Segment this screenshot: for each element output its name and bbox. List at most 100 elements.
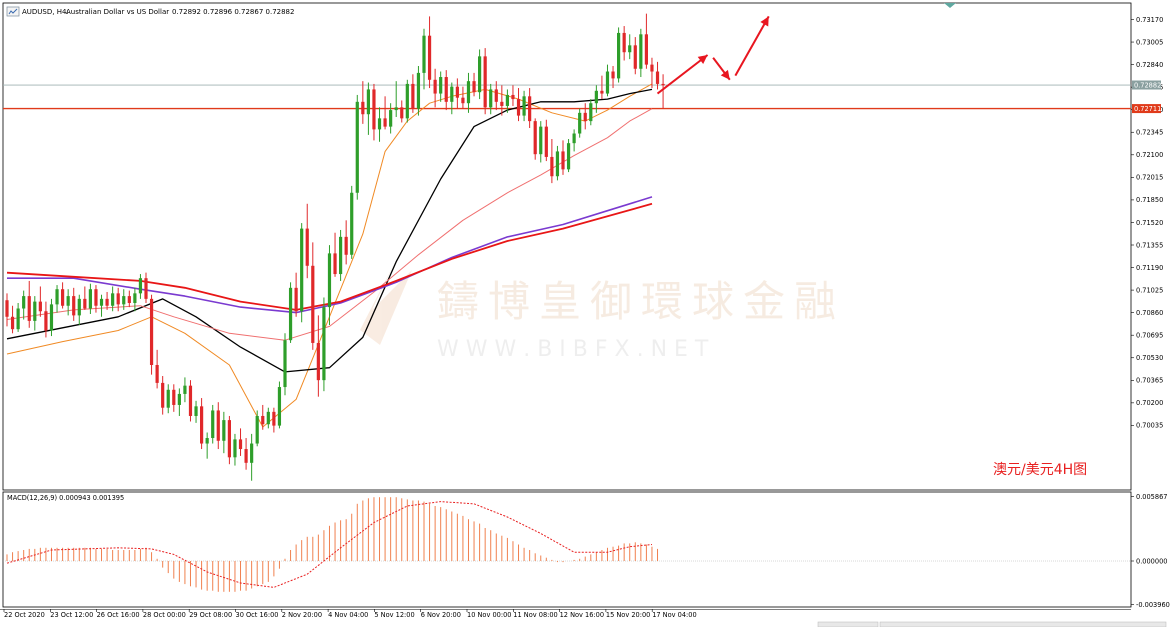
- arrow-head: [697, 54, 708, 65]
- candle-body: [650, 64, 654, 72]
- candle-body: [472, 81, 476, 93]
- macd-tick-label: -0.003960: [1136, 601, 1170, 609]
- price-tick-label: 0.72345: [1136, 129, 1163, 137]
- price-tick-label: 0.71190: [1136, 264, 1163, 272]
- candle: [533, 118, 537, 160]
- chart-annotation: 澳元/美元4H图: [993, 462, 1087, 478]
- candle-body: [661, 83, 665, 86]
- candle-body: [578, 112, 582, 134]
- level-price-tag: 0.72711: [1132, 104, 1161, 114]
- candle-body: [216, 410, 220, 441]
- candle-body: [600, 90, 604, 94]
- candle-body: [422, 35, 426, 73]
- time-axis: 22 Oct 2020 23 Oct 12:00 26 Oct 16:00 28 Oc…: [3, 609, 697, 619]
- candle-body: [266, 411, 270, 425]
- symbol-menu-icon[interactable]: [6, 6, 20, 17]
- candle-body: [238, 439, 243, 450]
- watermark: 鑄博皇御環球金融 W W W . B I B F X . N E T: [360, 262, 845, 362]
- candle-body: [250, 443, 254, 463]
- candle: [450, 82, 454, 115]
- candle-body: [450, 86, 454, 102]
- candle: [161, 376, 165, 415]
- candle: [439, 71, 443, 102]
- candle-body: [355, 101, 359, 193]
- candle-body: [105, 298, 109, 306]
- candle: [22, 290, 26, 320]
- macd-tick-label: 0.000000: [1136, 557, 1167, 565]
- candle: [644, 13, 648, 69]
- candle: [594, 85, 598, 113]
- ma-line-black: [6, 88, 653, 373]
- candle: [639, 28, 643, 78]
- candle-body: [466, 81, 471, 104]
- candle-body: [66, 296, 70, 306]
- candle: [333, 232, 337, 277]
- candle-body: [172, 389, 176, 405]
- candle-body: [544, 126, 548, 157]
- candle: [272, 407, 276, 433]
- candle: [72, 287, 76, 321]
- candle-body: [572, 133, 576, 144]
- candle-body: [411, 83, 415, 109]
- candle-body: [205, 438, 209, 444]
- candle: [77, 294, 81, 326]
- candle: [416, 66, 421, 116]
- candle-body: [350, 192, 354, 255]
- price-tick-label: 0.71025: [1136, 286, 1163, 294]
- candle: [300, 223, 304, 323]
- candle-body: [617, 32, 621, 79]
- time-tick-label: 23 Oct 12:00: [50, 611, 93, 619]
- candle: [266, 407, 270, 429]
- candle-body: [305, 228, 309, 266]
- candle-body: [322, 307, 326, 381]
- candle-body: [583, 112, 587, 122]
- candle-body: [127, 296, 131, 303]
- candle-body: [94, 289, 98, 306]
- candle-body: [511, 94, 515, 100]
- candle: [27, 280, 31, 328]
- horizontal-lines[interactable]: [3, 84, 1131, 110]
- candle: [572, 129, 576, 152]
- candle: [10, 305, 15, 334]
- candle-body: [377, 118, 382, 130]
- candle-body: [183, 385, 187, 394]
- chart-shift-marker-icon[interactable]: [944, 3, 956, 8]
- candle-body: [550, 156, 554, 177]
- candle: [5, 293, 9, 327]
- tab-scroll-left[interactable]: [817, 621, 879, 628]
- candle-body: [644, 34, 648, 65]
- candle-body: [33, 301, 37, 321]
- forecast-arrows[interactable]: [656, 15, 770, 95]
- candle: [322, 297, 326, 392]
- candle: [355, 94, 359, 200]
- time-tick-label: 26 Oct 16:00: [97, 611, 140, 619]
- horizontal-scrollbar[interactable]: [879, 621, 1167, 628]
- macd-signal-line: [6, 501, 653, 588]
- price-tick-label: 0.71355: [1136, 241, 1163, 249]
- candle: [244, 438, 248, 470]
- time-tick-label: 5 Nov 12:00: [374, 611, 414, 619]
- candle-body: [177, 393, 181, 405]
- candle: [111, 286, 115, 312]
- watermark-name: 鑄博皇御環球金融: [437, 277, 845, 326]
- candle-body: [539, 126, 543, 155]
- price-tick-label: 0.70200: [1136, 399, 1163, 407]
- time-tick-label: 22 Oct 2020: [4, 611, 45, 619]
- candle-body: [222, 420, 226, 441]
- candle-body: [300, 228, 304, 312]
- candle: [478, 49, 482, 100]
- candle-body: [589, 103, 593, 122]
- candle: [99, 294, 104, 317]
- time-tick-label: 17 Nov 04:00: [652, 611, 696, 619]
- candle: [622, 26, 626, 61]
- candle: [149, 294, 154, 375]
- candle-body: [416, 72, 421, 109]
- candle-body: [611, 71, 615, 79]
- candle-body: [439, 77, 443, 94]
- candle: [44, 301, 48, 338]
- candle-body: [655, 71, 660, 84]
- candle: [283, 333, 287, 396]
- candle: [61, 282, 65, 309]
